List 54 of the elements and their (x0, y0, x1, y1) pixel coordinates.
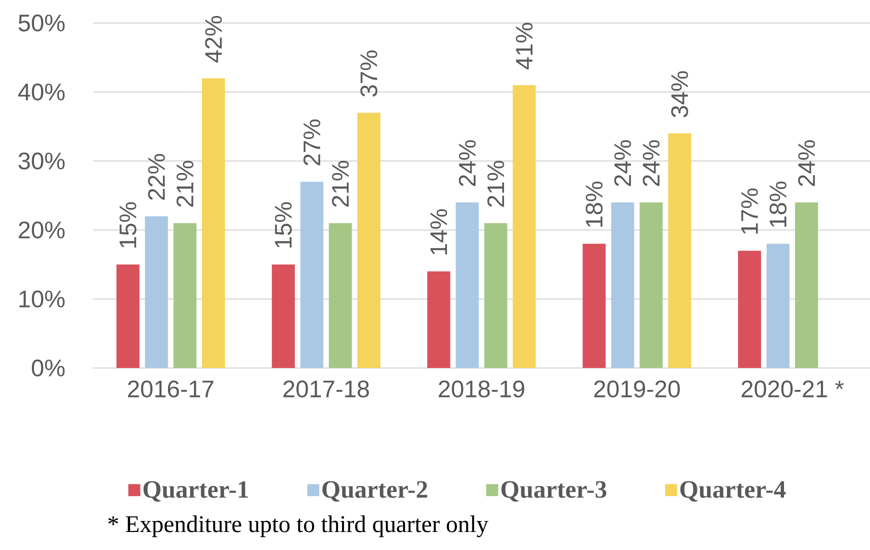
data-label: 37% (360, 50, 378, 97)
bar (357, 112, 380, 368)
y-tick-label: 50% (18, 14, 65, 32)
data-label: 22% (148, 154, 165, 200)
bar (668, 133, 692, 368)
y-tick-label: 10% (19, 290, 65, 308)
data-label: 41% (516, 22, 533, 70)
bar (173, 223, 196, 368)
data-label: 21% (176, 160, 194, 207)
y-tick-label: 0% (32, 360, 65, 376)
data-label: 24% (458, 140, 476, 186)
data-label: 15% (274, 202, 292, 248)
bar (144, 216, 168, 368)
data-label: 14% (430, 209, 448, 254)
bar (795, 202, 818, 368)
bar (456, 202, 479, 368)
bar (272, 264, 295, 368)
data-label: 21% (487, 160, 504, 207)
x-tick-label: 2017-18 (283, 380, 369, 398)
legend-label: Quarter-3 (501, 481, 606, 502)
bar (611, 202, 634, 368)
bar (202, 78, 225, 368)
bar (582, 244, 606, 368)
bar (300, 182, 324, 368)
bar (640, 202, 663, 368)
y-tick-label: 30% (18, 152, 65, 170)
data-label: 24% (614, 140, 632, 186)
data-label: 42% (205, 16, 222, 62)
y-tick-label: 40% (18, 84, 65, 100)
x-tick-label: 2016-17 (128, 380, 214, 398)
data-label: 18% (770, 182, 787, 227)
data-label: 34% (671, 71, 688, 118)
x-tick-label: 2019-20 (594, 380, 680, 398)
y-tick-label: 20% (18, 222, 65, 238)
legend-label: Quarter-1 (144, 481, 248, 502)
text: * Expenditure upto to third quarter only (108, 515, 488, 538)
bar (512, 85, 536, 368)
data-label: 18% (586, 182, 603, 227)
data-label: 21% (332, 160, 349, 207)
data-label: 27% (303, 120, 320, 166)
data-label: 17% (741, 188, 758, 234)
data-label: 24% (642, 140, 660, 186)
bar (427, 271, 450, 368)
x-tick-label: 2018-19 (438, 380, 524, 398)
bar (116, 264, 140, 368)
legend-label: Quarter-4 (680, 481, 786, 502)
data-label: 24% (798, 140, 815, 186)
bar (484, 223, 508, 368)
data-label: 15% (120, 202, 136, 248)
bar (328, 223, 352, 368)
legend-label: Quarter-2 (322, 481, 428, 502)
bar (766, 244, 790, 368)
bar (738, 250, 762, 368)
x-tick-label: 2020-21 * (742, 380, 844, 398)
